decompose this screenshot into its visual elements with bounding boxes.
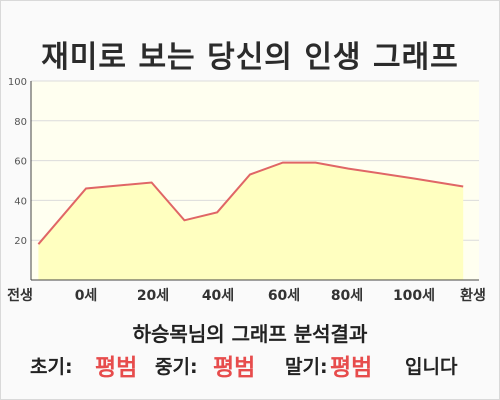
- page-title: 재미로 보는 당신의 인생 그래프: [41, 40, 459, 75]
- x-tick-label: 20세: [137, 288, 169, 304]
- mid-value: 평범: [213, 355, 256, 381]
- x-tick-label: 60세: [268, 288, 300, 304]
- early-value: 평범: [95, 355, 138, 381]
- y-tick-label: 40: [14, 196, 27, 207]
- y-tick-label: 20: [14, 236, 27, 247]
- suffix-text: 입니다: [405, 356, 458, 378]
- axes: [30, 81, 479, 281]
- mid-label: 중기:: [155, 356, 198, 378]
- y-tick-label: 60: [14, 157, 27, 168]
- x-tick-label: 100세: [393, 288, 435, 304]
- series-line: [37, 161, 464, 245]
- x-tick-label: 40세: [202, 288, 234, 304]
- x-tick-label: 전생: [7, 287, 33, 304]
- late-label: 말기:: [285, 356, 328, 378]
- analysis-result-heading: 하승목님의 그래프 분석결과: [132, 322, 368, 346]
- early-label: 초기:: [30, 356, 73, 378]
- area-fill: [38, 162, 464, 280]
- x-tick-label: 환생: [460, 287, 486, 304]
- y-tick-label: 80: [14, 117, 27, 128]
- analysis-summary: 초기: 평범 중기: 평범 말기: 평범 입니다: [0, 346, 500, 382]
- x-tick-label: 80세: [331, 288, 363, 304]
- x-tick-label: 0세: [75, 288, 98, 304]
- late-value: 평범: [330, 355, 373, 381]
- y-tick-label: 100: [8, 77, 27, 88]
- x-axis-ticks: 전생 0세 20세 40세 60세 80세 100세 환생: [7, 287, 486, 304]
- y-axis-ticks: 20 40 60 80 100: [8, 77, 27, 247]
